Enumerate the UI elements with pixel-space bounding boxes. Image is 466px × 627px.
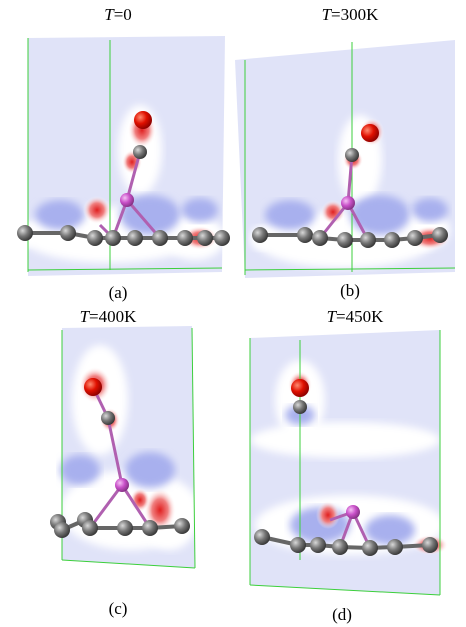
carbon-atom xyxy=(117,520,133,536)
density-blue xyxy=(35,200,85,230)
carbon-atom xyxy=(214,230,230,246)
panel-label: (d) xyxy=(332,605,352,624)
panel-title: T=400K xyxy=(80,307,138,326)
density-red xyxy=(83,196,111,224)
carbon-atom xyxy=(362,540,378,556)
density-blue xyxy=(182,198,218,222)
carbon-atom xyxy=(54,522,70,538)
carbon-atom xyxy=(197,230,213,246)
carbon-atom xyxy=(82,520,98,536)
carbon-atom xyxy=(174,518,190,534)
carbon-atom xyxy=(101,411,115,425)
density-white xyxy=(250,422,440,458)
carbon-atom xyxy=(310,537,326,553)
p-atom xyxy=(115,478,129,492)
carbon-atom xyxy=(432,227,448,243)
panel-label: (b) xyxy=(340,281,360,300)
carbon-atom xyxy=(152,230,168,246)
panel-label: (c) xyxy=(109,599,128,618)
carbon-atom xyxy=(387,539,403,555)
density-blue xyxy=(125,452,175,488)
panel-title: T=300K xyxy=(322,5,380,24)
carbon-atom xyxy=(17,225,33,241)
carbon-atom xyxy=(60,225,76,241)
carbon-atom xyxy=(87,230,103,246)
density-blue xyxy=(265,200,315,230)
density-blue xyxy=(60,455,100,485)
carbon-atom xyxy=(133,145,147,159)
value: =400K xyxy=(89,307,137,326)
density-blue xyxy=(350,195,410,235)
p-atom xyxy=(346,505,360,519)
panel-title: T=0 xyxy=(104,5,132,24)
carbon-atom xyxy=(127,230,143,246)
carbon-atom xyxy=(297,227,313,243)
carbon-atom xyxy=(422,537,438,553)
carbon-atom xyxy=(332,539,348,555)
density-red xyxy=(316,501,340,529)
figure: T=0 T=300K T=400K T=450K (a) (b) (c) (d) xyxy=(0,0,466,627)
density-blue xyxy=(412,198,448,222)
oxygen-atom xyxy=(84,378,102,396)
carbon-atom xyxy=(384,232,400,248)
panel-label: (a) xyxy=(109,283,128,302)
carbon-atom xyxy=(407,230,423,246)
cell-box xyxy=(250,330,440,595)
carbon-atom xyxy=(142,520,158,536)
carbon-atom xyxy=(177,230,193,246)
carbon-atom xyxy=(252,227,268,243)
carbon-atom xyxy=(345,148,359,162)
value: =300K xyxy=(331,5,379,24)
carbon-atom xyxy=(293,400,307,414)
carbon-atom xyxy=(254,529,270,545)
oxygen-atom xyxy=(134,111,152,129)
oxygen-atom xyxy=(361,124,379,142)
value: =450K xyxy=(336,307,384,326)
carbon-atom xyxy=(360,232,376,248)
carbon-atom xyxy=(312,230,328,246)
p-atom xyxy=(120,193,134,207)
p-atom xyxy=(341,196,355,210)
carbon-atom xyxy=(290,537,306,553)
panel-title: T=450K xyxy=(327,307,385,326)
value: =0 xyxy=(114,5,132,24)
oxygen-atom xyxy=(291,379,309,397)
carbon-atom xyxy=(337,232,353,248)
carbon-atom xyxy=(105,230,121,246)
